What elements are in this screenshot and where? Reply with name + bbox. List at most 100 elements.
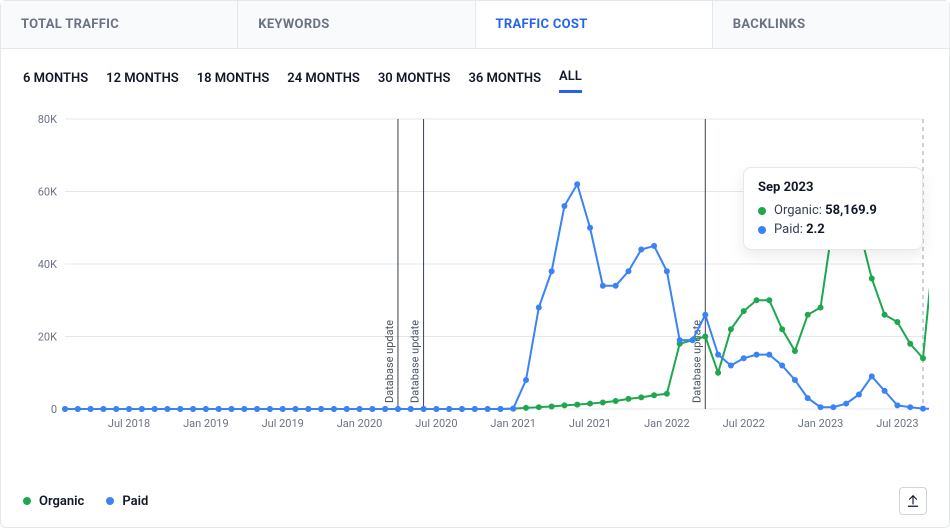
series-marker: [715, 370, 721, 376]
series-marker: [869, 276, 875, 282]
series-marker: [766, 352, 772, 358]
series-marker: [869, 373, 875, 379]
series-marker: [497, 406, 503, 412]
tooltip-row-paid: Paid: 2.2: [758, 222, 908, 237]
series-marker: [523, 405, 529, 411]
legend-item-organic[interactable]: Organic: [23, 494, 84, 509]
series-marker: [164, 406, 170, 412]
series-marker: [228, 406, 234, 412]
series-marker: [113, 406, 119, 412]
svg-text:Jul 2019: Jul 2019: [262, 417, 304, 430]
series-marker: [600, 283, 606, 289]
series-marker: [830, 404, 836, 410]
series-marker: [907, 341, 913, 347]
series-marker: [561, 203, 567, 209]
range-tab-6-months[interactable]: 6 MONTHS: [23, 71, 88, 92]
series-marker: [728, 326, 734, 332]
range-tab-36-months[interactable]: 36 MONTHS: [468, 71, 541, 92]
series-marker: [587, 401, 593, 407]
range-tab-24-months[interactable]: 24 MONTHS: [287, 71, 360, 92]
series-marker: [741, 355, 747, 361]
series-marker: [805, 312, 811, 318]
dot-icon: [758, 226, 766, 234]
series-marker: [715, 352, 721, 358]
series-marker: [843, 401, 849, 407]
series-marker: [126, 406, 132, 412]
series-marker: [472, 406, 478, 412]
series-marker: [369, 406, 375, 412]
legend-item-paid[interactable]: Paid: [106, 494, 148, 509]
series-marker: [177, 406, 183, 412]
series-marker: [613, 398, 619, 404]
series-marker: [754, 352, 760, 358]
range-tab-all[interactable]: ALL: [559, 69, 582, 93]
series-marker: [382, 406, 388, 412]
main-tabs: TOTAL TRAFFICKEYWORDSTRAFFIC COSTBACKLIN…: [1, 1, 949, 49]
series-marker: [446, 406, 452, 412]
svg-text:Database update: Database update: [383, 320, 396, 403]
svg-text:40K: 40K: [38, 258, 57, 271]
svg-text:60K: 60K: [38, 186, 57, 199]
series-marker: [625, 396, 631, 402]
series-marker: [613, 283, 619, 289]
series-marker: [766, 297, 772, 303]
series-marker: [549, 403, 555, 409]
series-marker: [741, 308, 747, 314]
series-marker: [894, 319, 900, 325]
series-marker: [267, 406, 273, 412]
series-marker: [293, 406, 299, 412]
series-marker: [894, 402, 900, 408]
range-tab-30-months[interactable]: 30 MONTHS: [378, 71, 451, 92]
series-marker: [459, 406, 465, 412]
svg-text:20K: 20K: [38, 331, 57, 344]
legend-dot-icon: [23, 497, 31, 505]
main-tab-total-traffic[interactable]: TOTAL TRAFFIC: [1, 1, 238, 48]
legend-label: Paid: [122, 494, 148, 509]
series-marker: [305, 406, 311, 412]
series-marker: [792, 348, 798, 354]
main-tab-traffic-cost[interactable]: TRAFFIC COST: [476, 1, 713, 48]
svg-text:80K: 80K: [38, 113, 57, 126]
series-marker: [882, 388, 888, 394]
svg-text:Jul 2021: Jul 2021: [569, 417, 611, 430]
series-marker: [88, 406, 94, 412]
main-tab-backlinks[interactable]: BACKLINKS: [713, 1, 949, 48]
svg-text:Jan 2021: Jan 2021: [490, 417, 536, 430]
tooltip-value: Organic: 58,169.9: [774, 203, 877, 218]
series-marker: [728, 363, 734, 369]
chart-area: 020K40K60K80KJul 2018Jan 2019Jul 2019Jan…: [1, 99, 949, 479]
main-tab-keywords[interactable]: KEYWORDS: [238, 1, 475, 48]
series-marker: [779, 363, 785, 369]
chart-tooltip: Sep 2023Organic: 58,169.9Paid: 2.2: [743, 167, 923, 250]
series-marker: [818, 305, 824, 311]
tooltip-row-organic: Organic: 58,169.9: [758, 203, 908, 218]
legend-row: Organic Paid: [1, 479, 949, 527]
series-marker: [882, 312, 888, 318]
range-tab-18-months[interactable]: 18 MONTHS: [197, 71, 270, 92]
series-marker: [702, 312, 708, 318]
series-marker: [75, 406, 81, 412]
series-marker: [664, 391, 670, 397]
series-marker: [485, 406, 491, 412]
series-marker: [421, 406, 427, 412]
range-tab-12-months[interactable]: 12 MONTHS: [106, 71, 179, 92]
series-marker: [638, 394, 644, 400]
series-marker: [574, 402, 580, 408]
series-marker: [254, 406, 260, 412]
series-marker: [536, 305, 542, 311]
series-marker: [907, 404, 913, 410]
export-button[interactable]: [899, 487, 927, 515]
series-marker: [139, 406, 145, 412]
legend-label: Organic: [39, 494, 84, 509]
svg-text:Database update: Database update: [409, 320, 422, 403]
series-marker: [216, 406, 222, 412]
svg-text:Jan 2023: Jan 2023: [798, 417, 844, 430]
range-tabs: 6 MONTHS 12 MONTHS 18 MONTHS 24 MONTHS 30 MO…: [1, 49, 949, 99]
svg-text:Jul 2018: Jul 2018: [108, 417, 150, 430]
series-marker: [754, 297, 760, 303]
series-marker: [549, 268, 555, 274]
series-marker: [651, 392, 657, 398]
dot-icon: [758, 207, 766, 215]
series-marker: [920, 406, 926, 412]
series-marker: [779, 326, 785, 332]
